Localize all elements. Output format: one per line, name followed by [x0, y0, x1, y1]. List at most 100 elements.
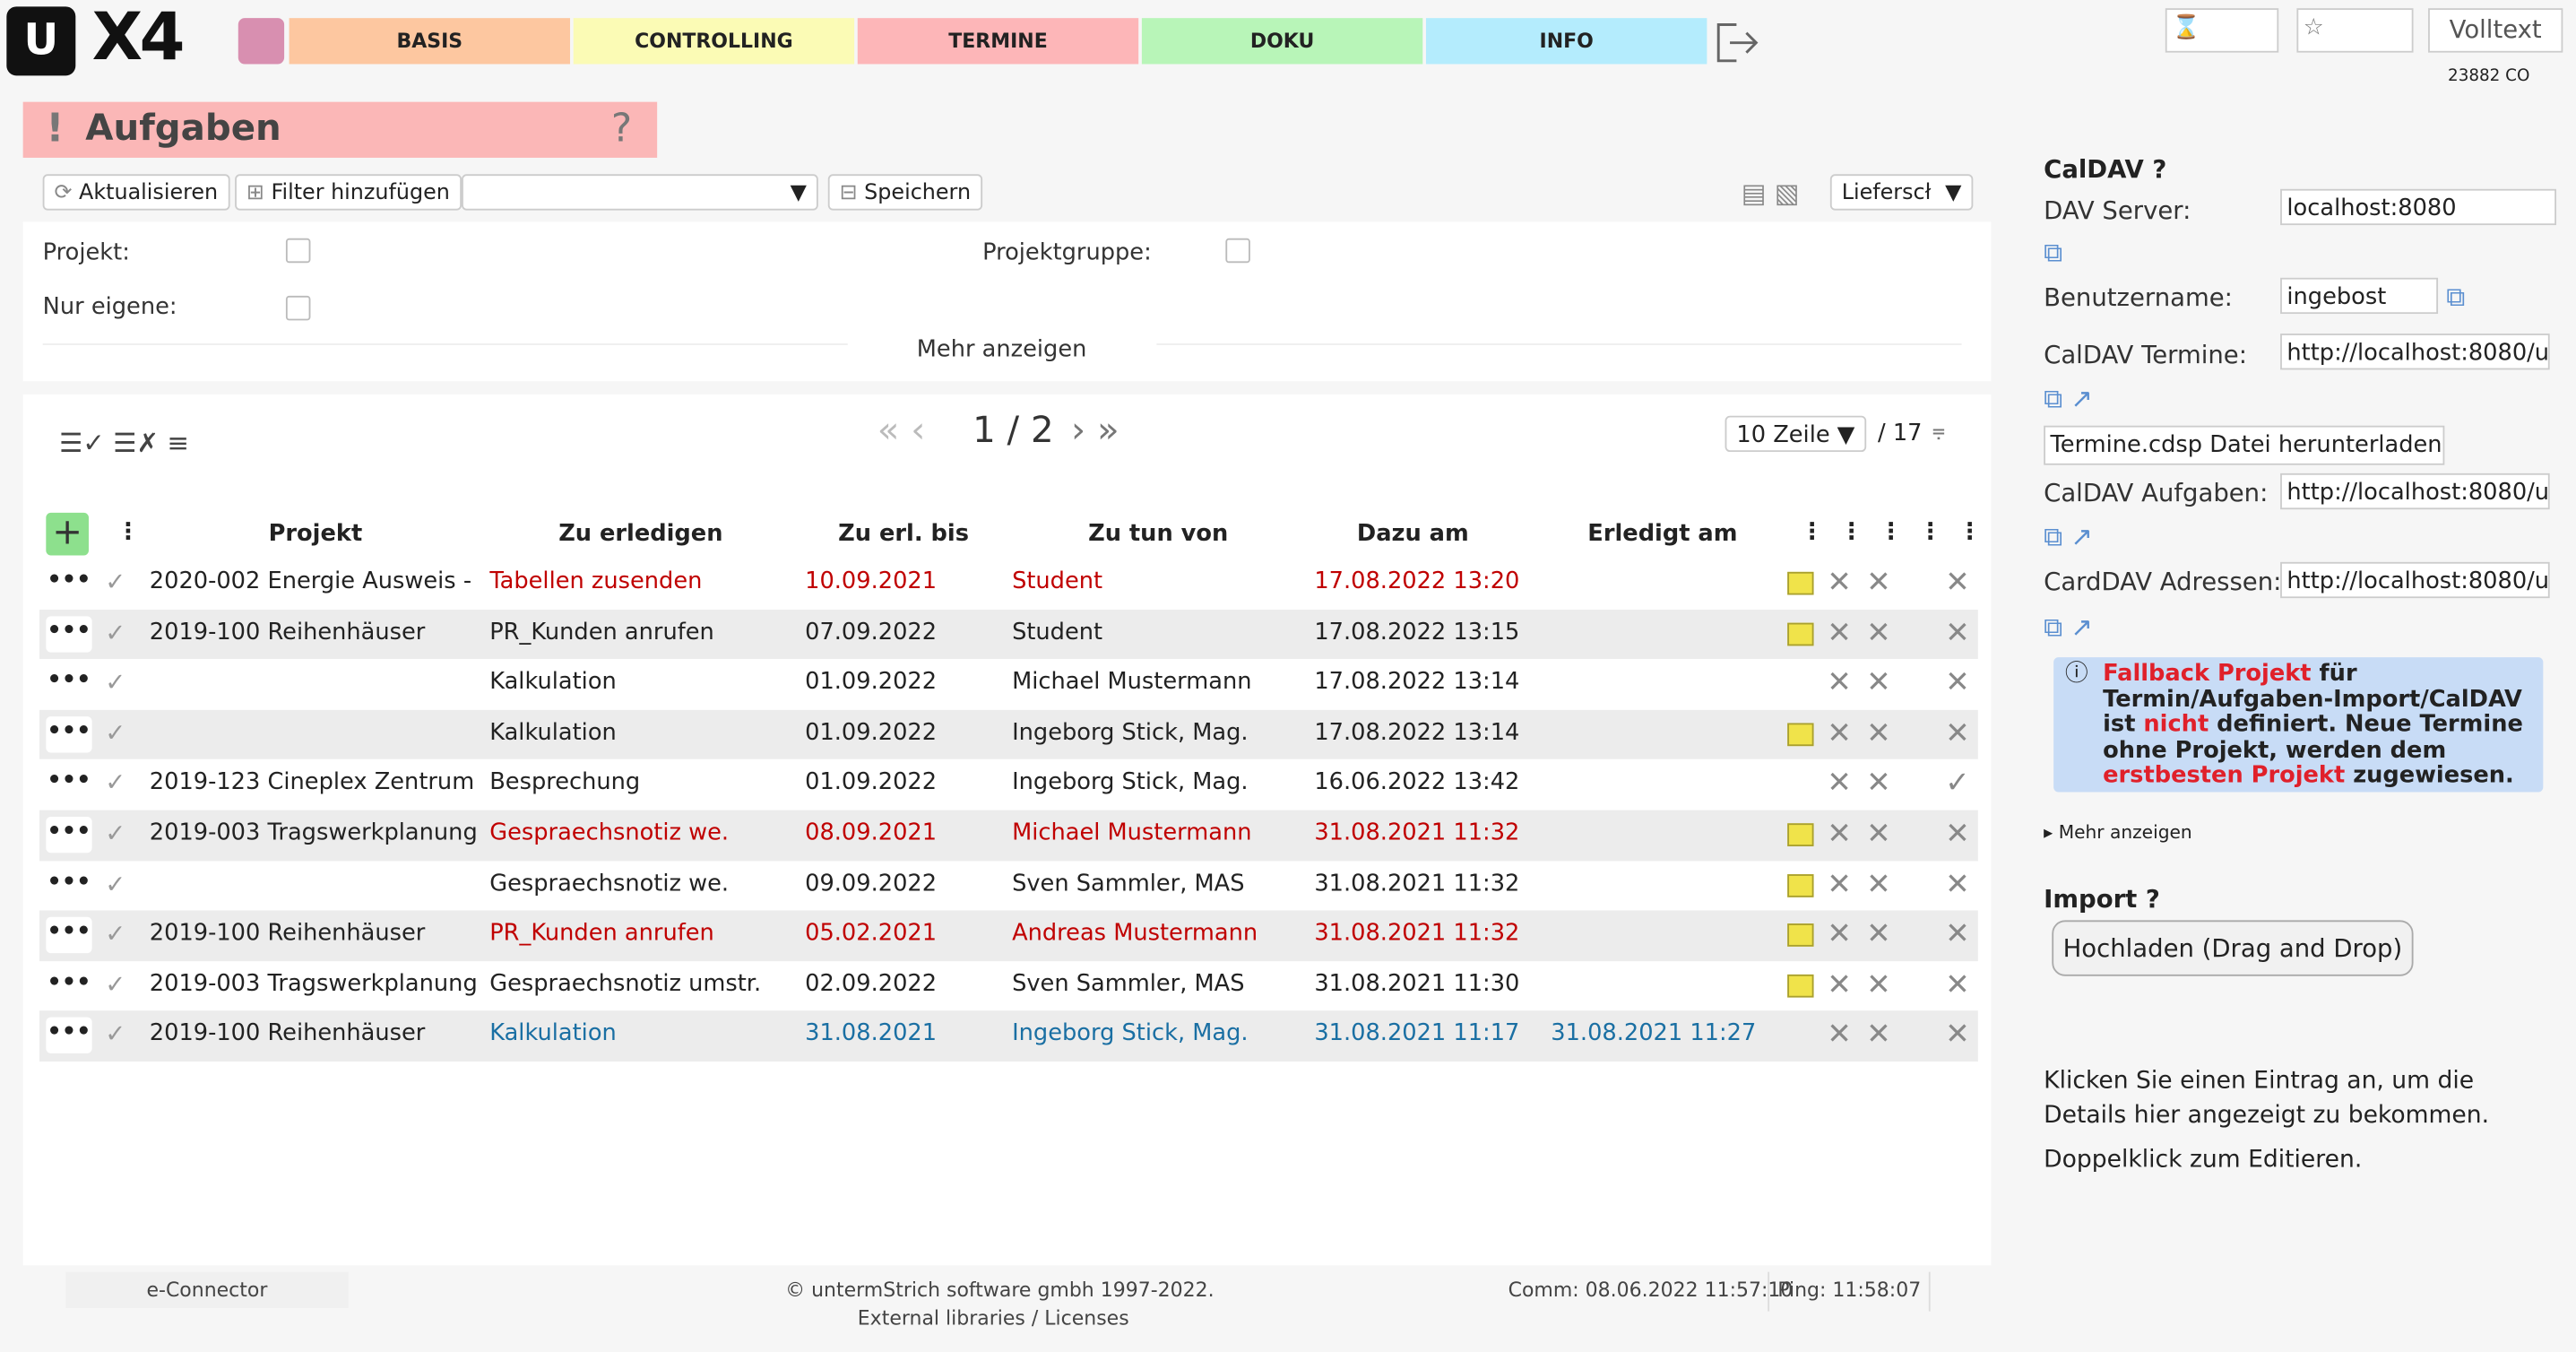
termine-url[interactable]: http://localhost:8080/u [2280, 334, 2550, 370]
rows-select[interactable]: 10 Zeile ▼ [1725, 415, 1867, 453]
nav-tab[interactable]: INFO [1425, 18, 1707, 65]
note-icon[interactable] [1787, 923, 1814, 948]
report-select[interactable]: Lieferscł ▼ [1829, 174, 1974, 211]
table-row[interactable] [39, 1010, 1978, 1062]
status-icon[interactable]: ✓ [1945, 766, 1970, 802]
table-row[interactable] [39, 860, 1978, 911]
column-menu[interactable]: ⋮ [1918, 519, 1942, 546]
done-toggle[interactable]: ✓ [105, 1019, 126, 1050]
save-button[interactable]: ⊟ Speichern [827, 174, 982, 211]
column-menu[interactable]: ⋮ [117, 519, 140, 546]
aufgaben-url[interactable]: http://localhost:8080/u [2280, 472, 2550, 510]
column-header[interactable]: Erledigt am [1587, 521, 1738, 548]
card-url[interactable]: http://localhost:8080/u [2280, 561, 2550, 599]
column-header[interactable]: Zu tun von [1088, 521, 1229, 548]
column-menu[interactable]: ⋮ [1879, 519, 1903, 546]
table-row[interactable] [39, 910, 1978, 961]
status-icon[interactable]: ✕ [1945, 967, 1970, 1002]
done-toggle[interactable]: ✓ [105, 717, 126, 748]
fulltext-search[interactable]: Volltext [2428, 8, 2563, 53]
table-tools[interactable]: ☰✓ ☰✗ ≡ [58, 427, 189, 459]
delete-icon[interactable]: ✕ [1827, 816, 1852, 852]
column-menu[interactable]: ⋮ [1839, 519, 1863, 546]
done-toggle[interactable]: ✓ [105, 567, 126, 597]
table-row[interactable] [39, 810, 1978, 861]
row-menu[interactable]: ••• [46, 967, 92, 1004]
done-toggle[interactable]: ✓ [105, 818, 126, 848]
delete-icon[interactable]: ✕ [1866, 766, 1891, 802]
row-menu[interactable]: ••• [46, 665, 92, 702]
copy-open-icons[interactable]: ⧉ ↗ [2044, 611, 2093, 643]
column-header[interactable]: Zu erl. bis [838, 521, 969, 548]
status-icon[interactable]: ✕ [1945, 867, 1970, 902]
show-more[interactable]: Mehr anzeigen [916, 336, 1087, 364]
row-menu[interactable]: ••• [46, 766, 92, 803]
note-icon[interactable] [1787, 571, 1814, 595]
copy-open-icons[interactable]: ⧉ ↗ [2044, 383, 2093, 414]
nav-tab[interactable]: DOKU [1141, 18, 1423, 65]
sort-icon[interactable]: ⩦ [1932, 417, 1946, 444]
refresh-button[interactable]: ⟳ Aktualisieren [42, 174, 230, 211]
done-toggle[interactable]: ✓ [105, 667, 126, 698]
table-row[interactable] [39, 659, 1978, 710]
done-toggle[interactable]: ✓ [105, 617, 126, 647]
delete-icon[interactable]: ✕ [1866, 816, 1891, 852]
page-first-prev[interactable]: « ‹ [877, 411, 926, 453]
note-icon[interactable] [1787, 621, 1814, 646]
delete-icon[interactable]: ✕ [1827, 917, 1852, 952]
table-row[interactable] [39, 609, 1978, 660]
export-icons[interactable]: ▤ ▧ [1741, 177, 1800, 209]
column-header[interactable]: Dazu am [1356, 521, 1469, 548]
row-menu[interactable]: ••• [46, 565, 92, 602]
note-icon[interactable] [1787, 823, 1814, 846]
status-icon[interactable]: ✕ [1945, 615, 1970, 651]
add-button[interactable]: + [46, 512, 89, 556]
logout-icon[interactable] [1714, 20, 1759, 65]
copy-icon[interactable]: ⧉ [2044, 236, 2063, 268]
delete-icon[interactable]: ✕ [1866, 715, 1891, 751]
nav-tab[interactable]: TERMINE [857, 18, 1139, 65]
delete-icon[interactable]: ✕ [1827, 615, 1852, 651]
delete-icon[interactable]: ✕ [1827, 766, 1852, 802]
filter-select[interactable]: ▼ [462, 174, 818, 211]
row-menu[interactable]: ••• [46, 816, 92, 854]
done-toggle[interactable]: ✓ [105, 767, 126, 798]
licenses-link[interactable]: External libraries / Licenses [857, 1306, 1129, 1330]
add-filter-button[interactable]: ⊞ Filter hinzufügen [235, 174, 462, 211]
checkbox[interactable] [1225, 238, 1250, 264]
table-row[interactable] [39, 709, 1978, 760]
delete-icon[interactable]: ✕ [1866, 917, 1891, 952]
status-icon[interactable]: ✕ [1945, 715, 1970, 751]
note-icon[interactable] [1787, 723, 1814, 746]
delete-icon[interactable]: ✕ [1827, 967, 1852, 1002]
table-row[interactable] [39, 759, 1978, 810]
logo-mark[interactable]: U [6, 6, 76, 76]
status-icon[interactable]: ✕ [1945, 565, 1970, 601]
upload-button[interactable]: Hochladen (Drag and Drop) [2052, 920, 2414, 976]
status-icon[interactable]: ✕ [1945, 665, 1970, 701]
note-icon[interactable] [1787, 873, 1814, 897]
column-menu[interactable]: ⋮ [1800, 519, 1824, 546]
download-button[interactable]: Termine.cdsp Datei herunterladen [2044, 425, 2445, 465]
checkbox[interactable] [285, 238, 311, 264]
row-menu[interactable]: ••• [46, 715, 92, 753]
timer-field[interactable]: ⌛ [2165, 8, 2279, 53]
connector[interactable]: e-Connector [65, 1271, 349, 1308]
copy-icon[interactable]: ⧉ [2446, 281, 2466, 313]
delete-icon[interactable]: ✕ [1866, 967, 1891, 1002]
delete-icon[interactable]: ✕ [1827, 565, 1852, 601]
column-menu[interactable]: ⋮ [1958, 519, 1982, 546]
done-toggle[interactable]: ✓ [105, 918, 126, 949]
table-row[interactable] [39, 559, 1978, 610]
status-icon[interactable]: ✕ [1945, 917, 1970, 952]
nav-tab[interactable]: BASIS [289, 18, 571, 65]
status-icon[interactable]: ✕ [1945, 1018, 1970, 1053]
row-menu[interactable]: ••• [46, 615, 92, 652]
page-next-last[interactable]: › » [1071, 411, 1119, 453]
row-menu[interactable]: ••• [46, 1018, 92, 1054]
delete-icon[interactable]: ✕ [1866, 665, 1891, 701]
help-icon[interactable]: ? [610, 105, 633, 152]
home-icon[interactable] [238, 18, 285, 65]
dav-server-field[interactable]: localhost:8080 [2280, 188, 2557, 226]
delete-icon[interactable]: ✕ [1866, 867, 1891, 902]
